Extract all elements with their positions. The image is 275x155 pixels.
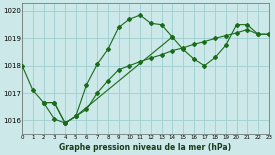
X-axis label: Graphe pression niveau de la mer (hPa): Graphe pression niveau de la mer (hPa) xyxy=(59,143,232,152)
